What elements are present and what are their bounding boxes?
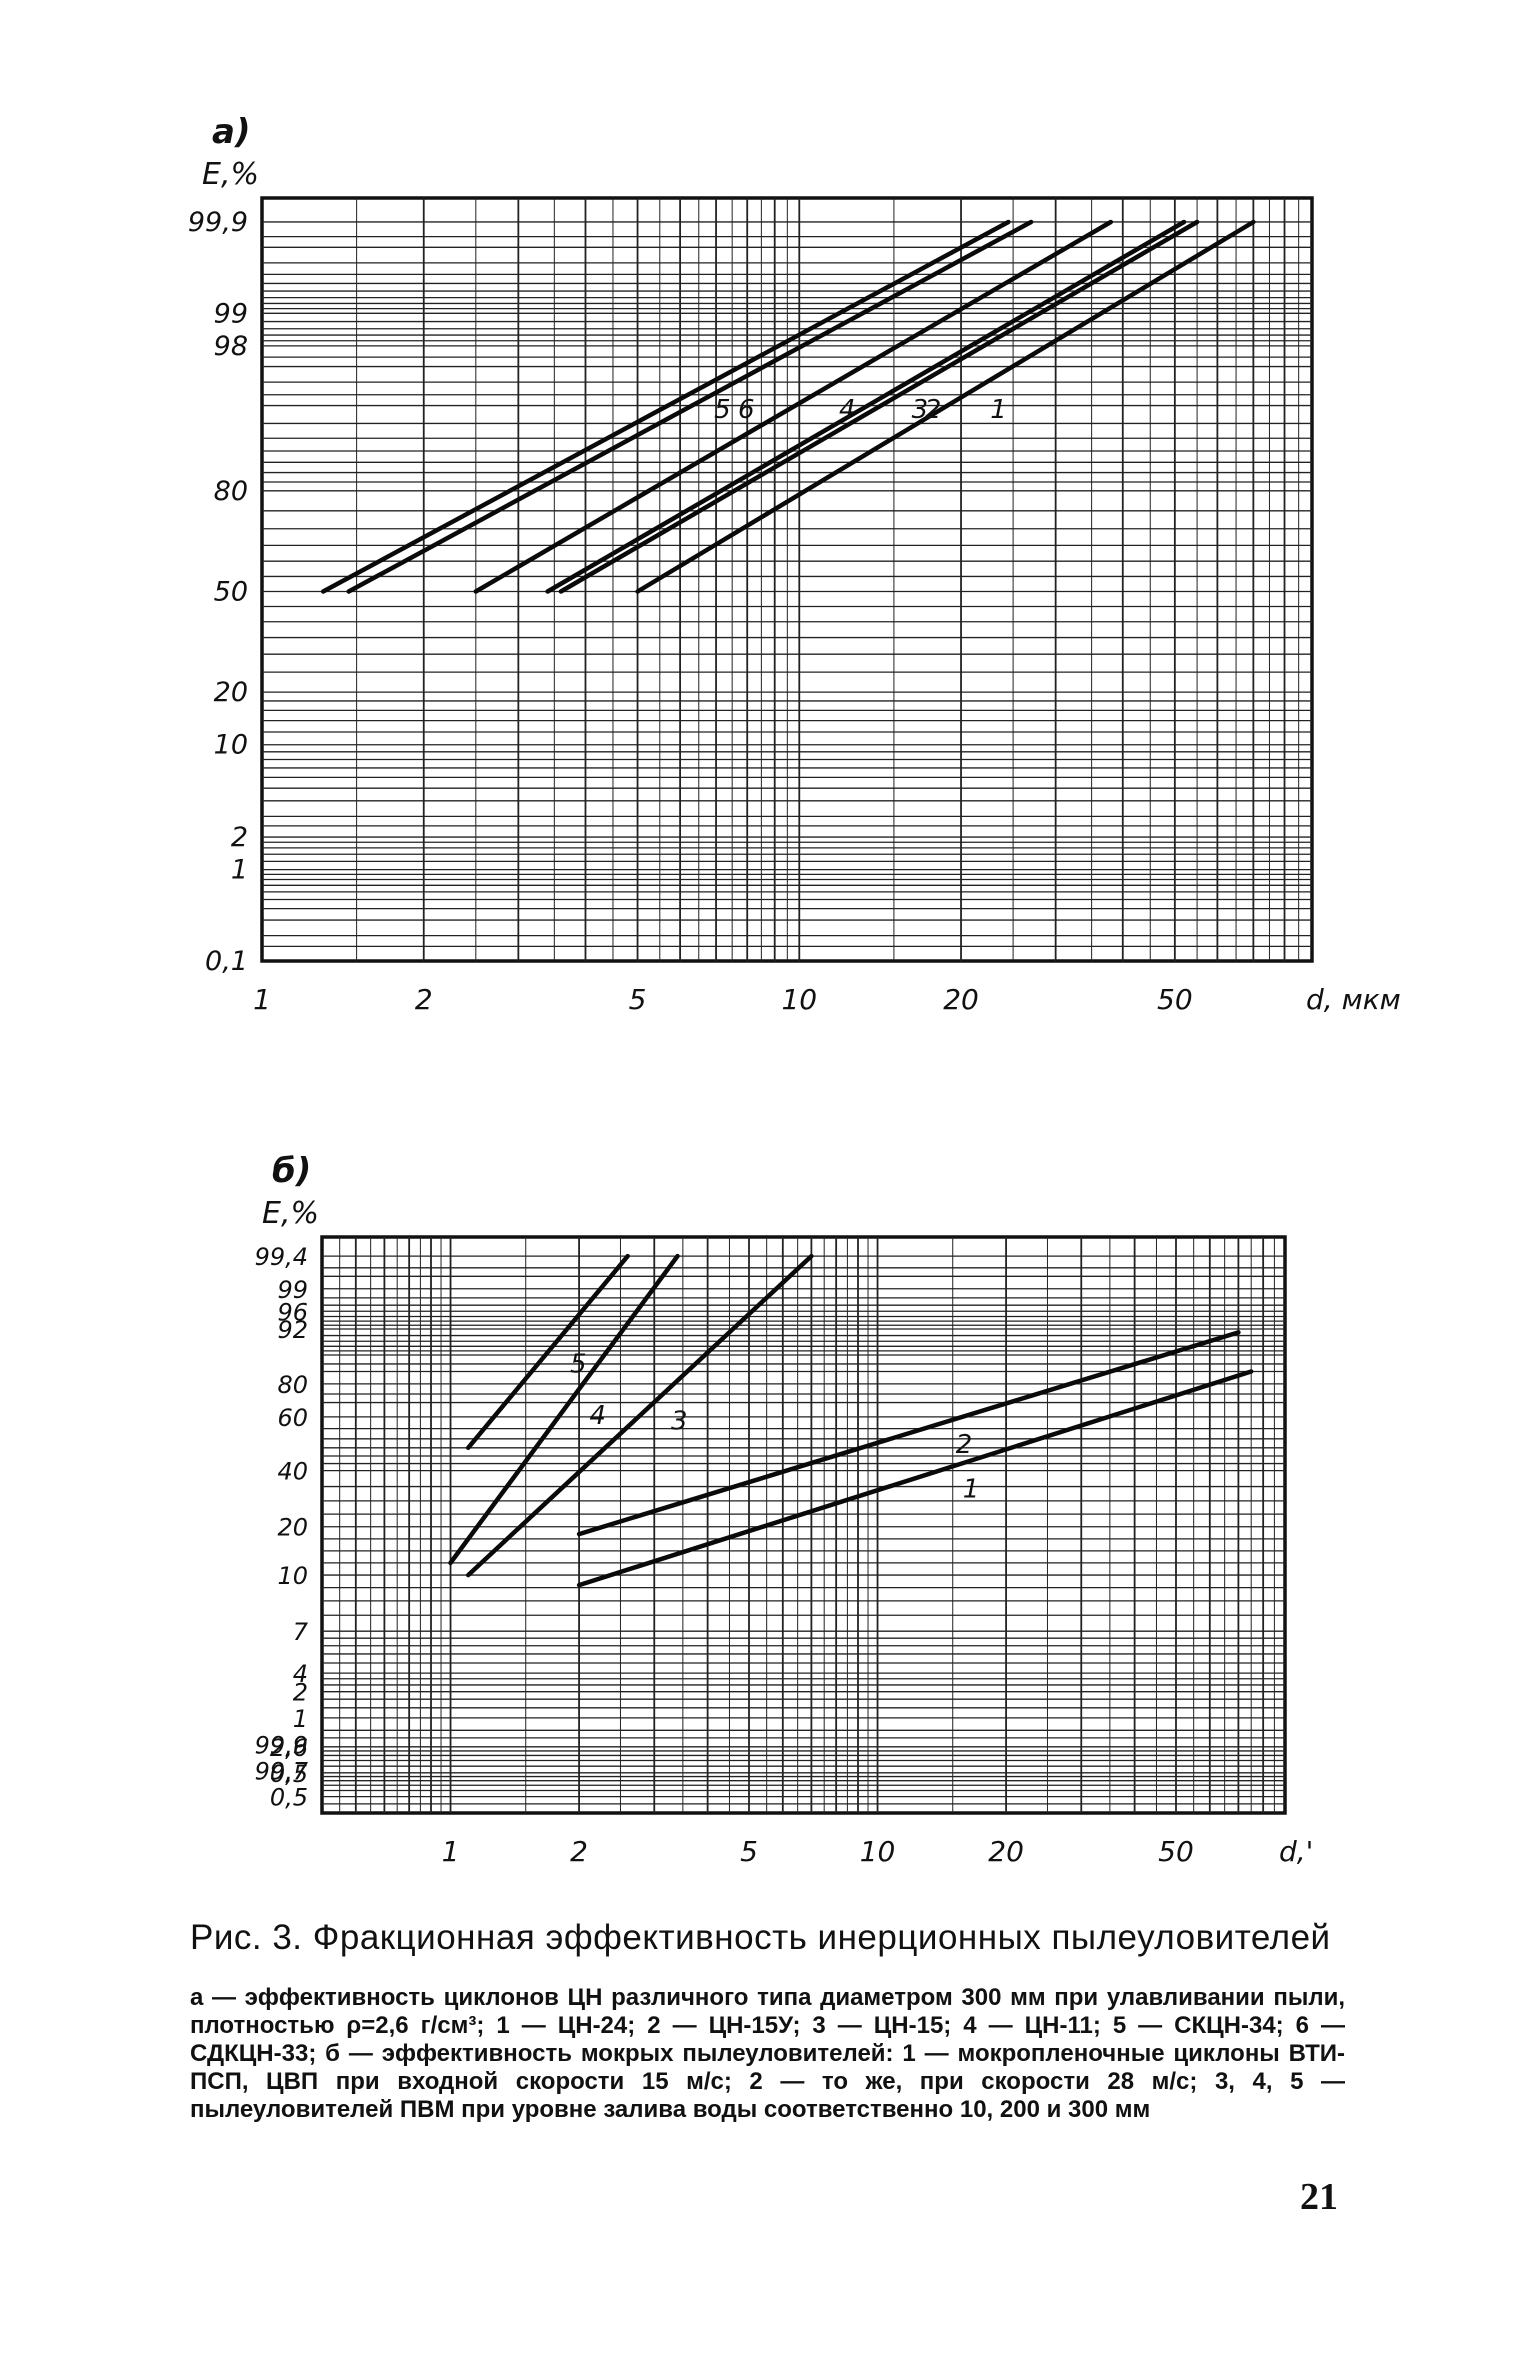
series-label-4: 4 (839, 395, 856, 425)
x-axis-label: d,' (1279, 1835, 1313, 1868)
series-line-1 (576, 1369, 1254, 1588)
y-tick-label: 99,9 (255, 1732, 308, 1760)
y-grid (322, 1255, 1285, 1805)
series-label-3: 3 (912, 395, 929, 425)
caption-body: а — эффективность циклонов ЦН различного… (190, 1984, 1345, 2123)
y-tick-label: 1 (231, 855, 248, 886)
x-tick-label: 20 (988, 1835, 1024, 1868)
y-tick-label: 99,9 (188, 207, 248, 238)
series-line-1 (635, 219, 1256, 594)
y-tick-label: 20 (277, 1514, 308, 1542)
series-line-2 (576, 1330, 1241, 1537)
series-label-4: 4 (589, 1401, 606, 1431)
y-tick-label: 99,4 (255, 1243, 308, 1271)
x-tick-label: 1 (253, 983, 271, 1016)
y-tick-label: 2,6 (270, 1734, 308, 1762)
y-tick-label: 2 (231, 822, 248, 853)
x-tick-label: 1 (442, 1835, 460, 1868)
y-tick-label: 7 (293, 1618, 309, 1646)
x-tick-label: 5 (740, 1835, 758, 1868)
series-line-2 (558, 219, 1200, 594)
y-tick-label: 0,5 (270, 1784, 308, 1812)
series-line-4 (448, 1253, 680, 1566)
page-number: 21 (1300, 2176, 1338, 2218)
y-tick-label: 98 (214, 331, 248, 362)
series-line-5 (320, 219, 1011, 594)
y-tick-label: 99,7 (255, 1758, 309, 1786)
panel-label: б) (272, 1151, 311, 1191)
x-tick-label: 50 (1158, 1835, 1194, 1868)
x-grid (339, 1237, 1275, 1813)
panel-b: 1 2 5 10 20 50 d,'0,50,52,61247102040608092969… (255, 1151, 1314, 1868)
series-line-5 (465, 1253, 630, 1451)
series-label-6: 6 (738, 395, 755, 425)
y-tick-label: 80 (214, 476, 248, 507)
series-label-1: 1 (963, 1475, 980, 1505)
panel-label: а) (212, 112, 250, 152)
series-label-3: 3 (671, 1407, 688, 1437)
y-tick-label: 1 (293, 1705, 308, 1733)
x-tick-label: 10 (781, 983, 817, 1016)
y-tick-label: 99 (277, 1276, 308, 1304)
series-label-2: 2 (956, 1430, 973, 1460)
y-axis-label: E,% (202, 157, 259, 192)
figure-caption: Рис. 3. Фракционная эффективность инерци… (190, 1918, 1345, 2124)
y-axis-label: E,% (262, 1196, 319, 1231)
y-tick-label: 2 (293, 1679, 308, 1707)
x-tick-label: 5 (629, 983, 647, 1016)
y-tick-labels: 0,50,52,61247102040608092969999,499,799,… (255, 1243, 309, 1811)
plot-frame (320, 1235, 1287, 1815)
figure-svg: 1 2 5 10 20 50 d, мкм0,11210205080989999,9а)E,… (188, 112, 1401, 1868)
y-tick-label: 10 (277, 1562, 308, 1590)
x-tick-labels: 1 2 5 10 20 50 (442, 1835, 1194, 1868)
y-tick-label: 80 (277, 1371, 308, 1399)
x-tick-label: 50 (1157, 983, 1193, 1016)
x-axis-label: d, мкм (1306, 983, 1401, 1016)
y-tick-label: 0,5 (270, 1760, 308, 1788)
y-grid (262, 221, 1312, 948)
series-label-1: 1 (990, 395, 1007, 425)
x-tick-label: 2 (570, 1835, 588, 1868)
y-tick-label: 60 (277, 1404, 308, 1432)
series: 1 23 4 5 6 (320, 219, 1256, 594)
x-tick-label: 2 (415, 983, 433, 1016)
series-label-2: 2 (925, 395, 942, 425)
series-line-3 (465, 1253, 814, 1578)
x-tick-label: 10 (860, 1835, 896, 1868)
y-tick-label: 10 (214, 730, 248, 761)
series-line-3 (545, 219, 1187, 594)
series-line-4 (473, 219, 1114, 594)
panel-a: 1 2 5 10 20 50 d, мкм0,11210205080989999,9а)E,… (188, 112, 1401, 1016)
y-tick-label: 0,1 (205, 946, 248, 977)
x-tick-labels: 1 2 5 10 20 50 (253, 983, 1193, 1016)
caption-title: Рис. 3. Фракционная эффективность инерци… (190, 1918, 1331, 1957)
y-tick-label: 96 (277, 1298, 308, 1326)
y-tick-label: 99 (214, 298, 248, 329)
y-tick-label: 50 (214, 576, 248, 607)
y-tick-label: 40 (277, 1458, 308, 1486)
y-tick-label: 92 (277, 1316, 308, 1344)
series: 1 2 3 45 (448, 1253, 1254, 1588)
x-grid (356, 198, 1300, 961)
y-tick-label: 4 (293, 1660, 308, 1688)
series-label-5: 5 (714, 395, 731, 425)
y-tick-label: 20 (214, 677, 248, 708)
series-line-6 (346, 219, 1034, 594)
x-tick-label: 20 (943, 983, 979, 1016)
series-label-5: 5 (570, 1349, 587, 1379)
